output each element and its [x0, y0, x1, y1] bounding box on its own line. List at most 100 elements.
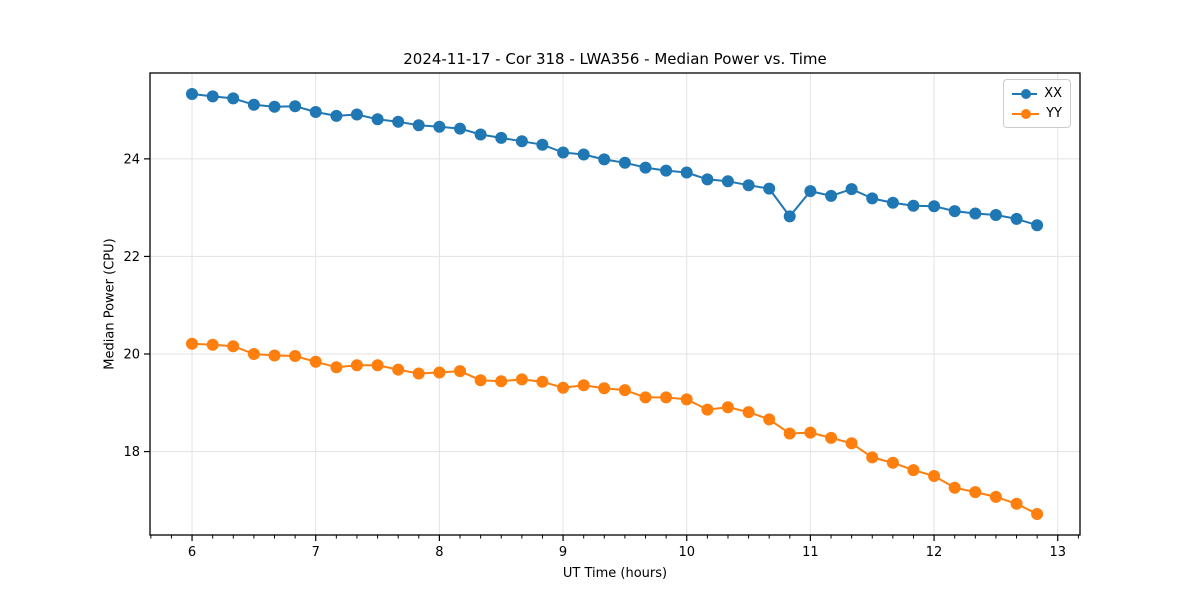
x-tick-label: 9 [559, 545, 567, 560]
data-series [186, 88, 1044, 520]
legend: XX YY [1003, 79, 1071, 128]
plot-border [149, 72, 1081, 536]
data-point-xx [866, 192, 879, 205]
data-point-xx [454, 122, 466, 135]
x-axis-label: UT Time (hours) [562, 566, 668, 581]
data-point-yy [886, 456, 899, 469]
data-point-yy [495, 375, 508, 388]
data-point-yy [721, 401, 734, 414]
data-point-yy [227, 340, 240, 353]
data-point-yy [763, 413, 776, 426]
data-point-xx [330, 109, 343, 122]
data-point-yy [309, 355, 322, 368]
y-axis-label: Median Power (CPU) [102, 238, 118, 370]
data-point-xx [701, 173, 714, 186]
data-point-xx [309, 106, 322, 118]
data-point-xx [907, 199, 920, 212]
data-point-xx [186, 88, 198, 100]
data-point-yy [268, 349, 281, 362]
data-point-yy [639, 391, 652, 404]
data-point-yy [206, 338, 219, 351]
data-point-yy [1010, 497, 1023, 510]
data-point-yy [948, 481, 961, 494]
data-point-yy [186, 337, 198, 350]
legend-sample-yy-icon [1012, 108, 1040, 119]
data-point-yy [515, 373, 528, 386]
data-point-xx [227, 92, 240, 105]
data-point-xx [247, 98, 260, 111]
chart-title: 2024-11-17 - Cor 318 - LWA356 - Median P… [403, 50, 827, 68]
data-point-yy [454, 365, 466, 378]
x-tick-label: 11 [802, 545, 819, 560]
legend-entry-xx: XX [1011, 85, 1062, 102]
data-point-xx [742, 179, 755, 192]
data-point-yy [907, 464, 920, 477]
data-point-yy [742, 406, 755, 419]
legend-marker-xx [1021, 88, 1031, 99]
data-point-xx [783, 210, 796, 223]
data-point-yy [845, 437, 858, 450]
data-point-xx [763, 182, 776, 195]
data-point-xx [1010, 212, 1023, 225]
data-point-yy [392, 363, 405, 376]
data-point-xx [886, 196, 899, 209]
data-point-xx [639, 161, 652, 174]
data-point-xx [845, 183, 858, 196]
axis-ticks [144, 158, 1079, 541]
data-point-xx [433, 120, 446, 133]
data-point-yy [557, 381, 570, 394]
legend-label-xx: XX [1044, 86, 1062, 101]
legend-entry-yy: YY [1011, 105, 1062, 122]
data-point-yy [474, 374, 487, 387]
data-point-yy [825, 431, 838, 444]
data-point-yy [618, 384, 631, 397]
data-point-yy [598, 382, 611, 395]
data-point-xx [392, 115, 405, 128]
data-point-xx [577, 148, 590, 161]
data-point-xx [804, 185, 817, 198]
x-tick-label: 12 [926, 545, 943, 560]
x-tick-label: 13 [1049, 545, 1066, 560]
data-point-xx [948, 205, 961, 218]
data-point-yy [928, 470, 941, 482]
data-point-yy [577, 379, 590, 392]
data-point-yy [989, 490, 1002, 503]
legend-marker-yy [1021, 108, 1031, 119]
y-tick-label: 18 [123, 445, 140, 460]
data-point-yy [350, 359, 363, 372]
data-point-xx [536, 138, 549, 151]
grid-lines [150, 73, 1080, 535]
data-point-xx [680, 166, 693, 179]
data-point-xx [989, 209, 1002, 221]
data-point-yy [433, 366, 446, 379]
data-point-xx [495, 131, 508, 144]
data-point-yy [289, 350, 302, 362]
series-line-yy [191, 342, 1038, 515]
data-point-yy [783, 427, 796, 440]
data-point-yy [804, 426, 817, 439]
data-point-yy [412, 367, 425, 380]
data-point-xx [928, 200, 941, 213]
data-point-xx [1031, 219, 1044, 232]
legend-label-yy: YY [1046, 106, 1062, 121]
data-point-xx [618, 156, 631, 169]
data-point-xx [969, 207, 982, 220]
data-point-yy [330, 361, 343, 374]
data-point-xx [371, 113, 384, 126]
x-tick-label: 7 [312, 545, 320, 560]
data-point-yy [536, 375, 549, 388]
data-point-yy [969, 486, 982, 499]
data-point-yy [660, 391, 673, 404]
data-point-yy [247, 348, 260, 360]
data-point-xx [412, 119, 425, 132]
data-point-xx [206, 90, 219, 103]
data-point-yy [866, 451, 879, 464]
data-point-xx [515, 135, 528, 148]
data-point-xx [660, 164, 673, 177]
data-point-xx [289, 100, 302, 113]
data-point-yy [680, 393, 693, 406]
data-point-xx [350, 108, 363, 121]
x-tick-label: 8 [435, 545, 443, 560]
